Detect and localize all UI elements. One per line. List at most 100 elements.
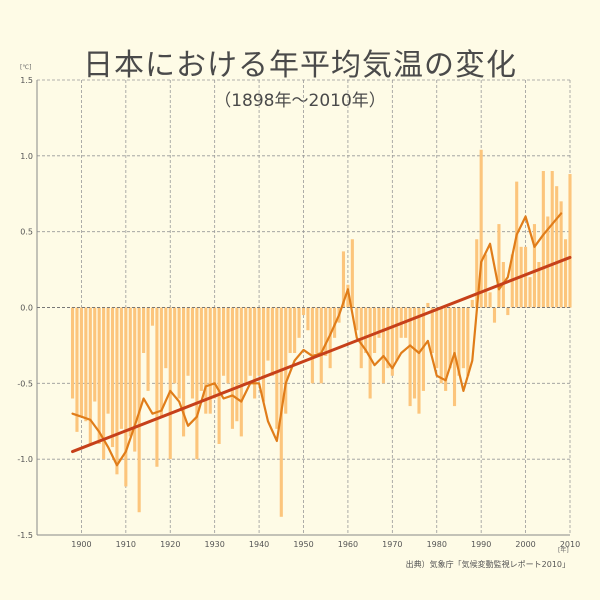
data-bar <box>524 246 528 308</box>
data-bar <box>266 307 270 361</box>
y-axis-unit: [℃] <box>20 64 32 71</box>
data-bar <box>328 307 332 369</box>
y-tick-label: -0.5 <box>17 379 33 388</box>
data-bar <box>239 307 243 437</box>
y-tick-label: 1.5 <box>20 76 33 85</box>
data-bar <box>297 307 301 338</box>
data-bar <box>102 307 106 460</box>
source-note: 出典）気象庁「気候変動監視レポート2010」 <box>405 560 570 569</box>
data-bar <box>364 307 368 353</box>
data-bar <box>568 174 572 308</box>
chart-title: 日本における年平均気温の変化 <box>83 48 517 83</box>
data-bar <box>381 307 386 384</box>
data-bar <box>190 307 195 399</box>
data-bar <box>386 307 390 369</box>
data-bar <box>355 307 359 331</box>
data-bar <box>226 307 230 384</box>
data-bar <box>324 307 328 357</box>
x-tick-label: 1920 <box>160 540 180 549</box>
data-bar <box>319 307 323 384</box>
data-bar <box>444 307 448 391</box>
y-tick-label: 0.5 <box>20 228 33 237</box>
data-bar <box>106 307 110 414</box>
data-bar <box>88 307 92 444</box>
data-bar <box>217 307 221 444</box>
data-bar <box>537 262 541 308</box>
data-bar <box>235 307 239 422</box>
data-bar <box>341 251 346 308</box>
data-bar <box>466 307 470 376</box>
x-tick-label: 1900 <box>71 540 91 549</box>
data-bar <box>159 307 163 417</box>
data-bar <box>146 307 150 391</box>
data-bar <box>555 186 559 308</box>
data-bar <box>492 307 497 323</box>
data-bar <box>368 307 372 399</box>
data-bar <box>155 307 159 467</box>
data-bar <box>93 307 97 402</box>
data-bar <box>550 171 554 308</box>
data-bar <box>97 307 101 444</box>
data-bar <box>168 307 172 460</box>
data-bar <box>221 307 226 376</box>
data-bar <box>186 307 190 376</box>
data-bar <box>350 239 354 308</box>
data-bar <box>448 307 452 369</box>
data-bar <box>515 181 519 308</box>
data-bar <box>199 307 203 391</box>
data-bar <box>142 307 146 353</box>
data-bar <box>128 307 132 437</box>
data-bar <box>213 307 217 399</box>
data-bar <box>301 307 306 316</box>
data-bar <box>110 307 115 448</box>
data-bar <box>177 307 181 399</box>
data-bar <box>430 307 434 353</box>
x-tick-label: 1980 <box>427 540 447 549</box>
data-bar <box>395 307 399 361</box>
data-bar <box>133 307 137 452</box>
data-bar <box>270 307 274 376</box>
x-tick-label: 1970 <box>382 540 402 549</box>
data-bar <box>373 307 377 353</box>
data-bar <box>532 224 537 308</box>
trend-line <box>71 255 572 454</box>
x-tick-label: 1960 <box>338 540 358 549</box>
x-axis-unit: [年] <box>558 547 569 554</box>
data-bar <box>257 307 261 376</box>
data-bar <box>461 307 465 369</box>
data-bar <box>70 307 75 399</box>
y-tick-label: 1.0 <box>20 152 33 161</box>
data-bar <box>208 307 212 414</box>
data-bar <box>439 307 443 384</box>
data-bar <box>306 307 310 331</box>
data-bar <box>408 307 412 407</box>
y-tick-label: -1.5 <box>17 531 33 540</box>
data-bar <box>182 307 186 437</box>
data-bar <box>84 307 88 422</box>
data-bar <box>244 307 248 384</box>
data-bar <box>506 307 510 316</box>
x-tick-label: 1940 <box>249 540 269 549</box>
data-bar <box>497 224 501 308</box>
data-bar <box>377 307 381 338</box>
data-bar <box>173 307 177 384</box>
data-bar <box>475 239 479 308</box>
data-bar <box>484 254 488 308</box>
data-bar <box>457 307 461 376</box>
x-tick-label: 2010 <box>560 540 580 549</box>
data-bar <box>230 307 234 429</box>
y-tick-label: -1.0 <box>17 455 33 464</box>
data-bar <box>541 171 545 308</box>
data-bar <box>75 307 79 432</box>
data-bar <box>528 277 532 308</box>
data-bar <box>164 307 168 369</box>
data-bar <box>421 307 425 391</box>
data-bar <box>310 307 314 384</box>
data-bar <box>195 307 199 460</box>
data-bar <box>150 307 155 326</box>
y-tick-label: 0.0 <box>20 304 33 313</box>
data-bar <box>426 302 430 308</box>
x-tick-label: 2000 <box>515 540 535 549</box>
data-bar <box>261 307 266 402</box>
